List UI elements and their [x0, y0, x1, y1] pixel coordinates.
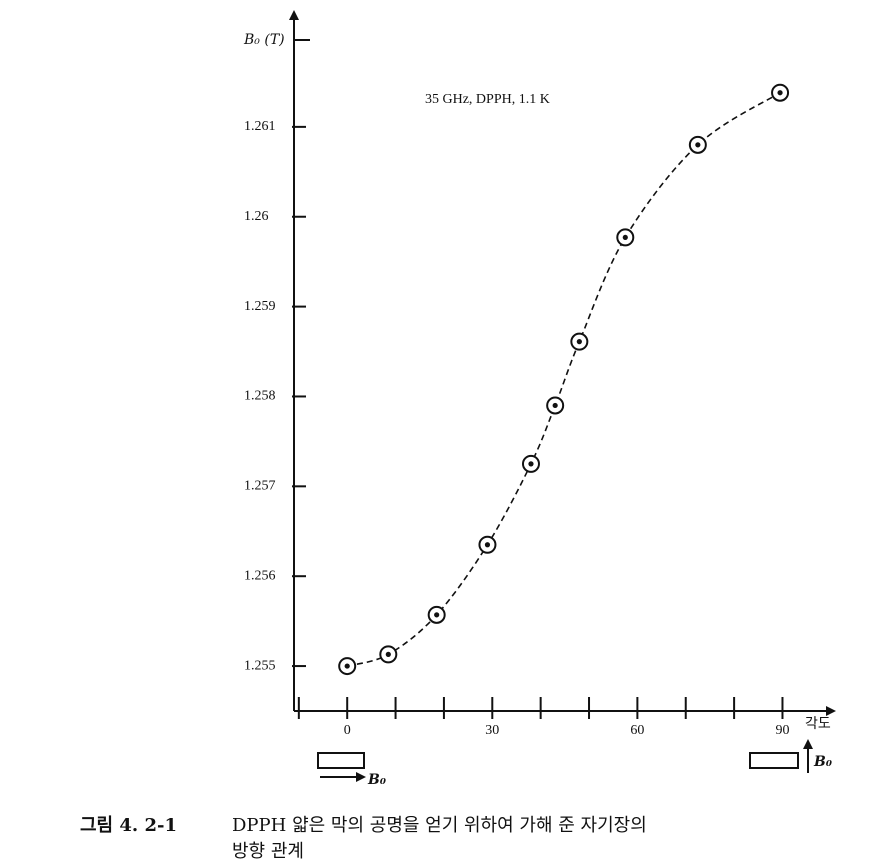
- y-tick-label: 1.258: [244, 389, 276, 404]
- curve: [346, 92, 781, 667]
- data-point-dot: [576, 339, 582, 345]
- caption-text: DPPH 얇은 막의 공명을 얻기 위하여 가해 준 자기장의: [232, 815, 647, 836]
- icon-label: B₀: [813, 754, 832, 770]
- y-tick-label: 1.261: [244, 119, 276, 134]
- data-point-dot: [344, 663, 350, 669]
- y-tick-label: 1.255: [244, 658, 276, 673]
- y-tick-label: 1.257: [244, 479, 276, 494]
- annotation: 35 GHz, DPPH, 1.1 K: [425, 92, 550, 107]
- data-point-dot: [622, 234, 628, 241]
- data-point-dot: [434, 612, 440, 618]
- data-point-dot: [528, 461, 534, 467]
- caption-number: 그림 4. 2-1: [80, 815, 177, 836]
- sample-icon: [317, 752, 365, 769]
- data-point-dot: [385, 651, 391, 657]
- caption-text: 방향 관계: [232, 841, 304, 861]
- y-tick-label: 1.256: [244, 568, 276, 583]
- y-tick-label: 1.26: [244, 209, 269, 224]
- data-point-dot: [484, 542, 491, 548]
- icon-label: B₀: [367, 772, 386, 788]
- data-point-dot: [695, 142, 701, 148]
- y-axis-label: B₀ (T): [243, 32, 285, 48]
- data-point-dot: [777, 90, 783, 96]
- x-tick-label: 0: [344, 723, 351, 738]
- x-axis-label: 각도: [805, 716, 831, 732]
- y-tick-label: 1.259: [244, 299, 276, 314]
- x-tick-label: 90: [775, 723, 789, 738]
- x-tick-label: 30: [485, 723, 499, 738]
- sample-icon: [749, 752, 799, 769]
- x-tick-label: 60: [630, 723, 644, 738]
- data-point-dot: [552, 402, 558, 409]
